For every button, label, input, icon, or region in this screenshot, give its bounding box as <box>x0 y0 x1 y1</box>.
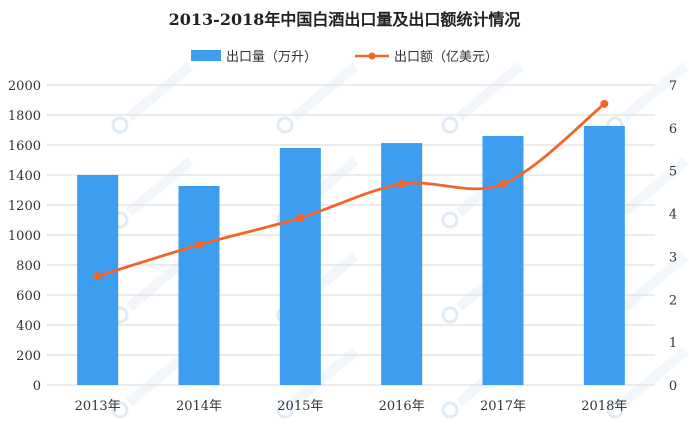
y-left-tick-label: 600 <box>16 289 41 304</box>
bar-2016年 <box>381 143 423 385</box>
chart-title: 2013-2018年中国白酒出口量及出口额统计情况 <box>168 10 521 29</box>
watermark-logo <box>111 347 194 419</box>
x-tick-label: 2013年 <box>75 399 121 414</box>
watermark-logo <box>276 347 359 419</box>
x-tick-label: 2015年 <box>277 399 323 414</box>
x-tick-label: 2014年 <box>176 399 222 414</box>
watermark-logo <box>606 347 689 419</box>
legend: 出口量（万升） 出口额（亿美元） <box>0 46 689 65</box>
y-left-tick-label: 400 <box>16 319 41 334</box>
line-point-2014年 <box>195 240 203 249</box>
bar-2017年 <box>482 136 524 385</box>
y-right-tick-label: 1 <box>669 336 677 351</box>
legend-label: 出口额（亿美元） <box>394 50 499 65</box>
y-right-tick-label: 7 <box>669 79 677 94</box>
y-left-tick-label: 1800 <box>8 109 41 124</box>
y-left-tick-label: 2000 <box>8 79 41 94</box>
line-point-2013年 <box>93 272 102 281</box>
line-point-2016年 <box>397 180 406 188</box>
y-right-tick-label: 2 <box>669 293 677 308</box>
y-left-tick-label: 800 <box>16 259 41 274</box>
y-right-tick-label: 6 <box>669 122 677 137</box>
watermark-logo <box>111 62 194 134</box>
legend-item-volume: 出口量（万升） <box>190 46 317 65</box>
bar-2018年 <box>583 125 625 385</box>
y-left-tick-label: 1600 <box>8 139 41 154</box>
y-right-tick-label: 3 <box>669 250 677 265</box>
legend-item-value: 出口额（亿美元） <box>355 46 498 65</box>
y-right-tick-label: 5 <box>669 165 677 180</box>
x-tick-label: 2018年 <box>581 399 627 414</box>
y-left-tick-label: 1400 <box>8 169 41 184</box>
y-right-tick-label: 4 <box>669 208 677 223</box>
line-point-2015年 <box>296 213 305 222</box>
x-tick-label: 2016年 <box>379 399 425 414</box>
line-series-export-value <box>97 102 606 278</box>
y-left-tick-label: 1200 <box>8 199 41 214</box>
legend-label: 出口量（万升） <box>225 50 317 65</box>
bar-2015年 <box>279 148 321 385</box>
y-left-tick-label: 1000 <box>8 229 41 244</box>
legend-bar-swatch <box>190 50 221 61</box>
watermark-logo <box>441 62 524 134</box>
x-tick-label: 2017年 <box>480 399 526 414</box>
bar-2014年 <box>178 185 220 385</box>
y-left-tick-label: 200 <box>16 349 41 364</box>
y-right-tick-label: 0 <box>669 379 677 394</box>
line-point-2018年 <box>600 99 609 108</box>
line-point-2017年 <box>499 180 507 188</box>
watermark-logo <box>276 62 359 134</box>
y-left-tick-label: 0 <box>33 379 41 394</box>
legend-line-swatch <box>355 52 389 59</box>
